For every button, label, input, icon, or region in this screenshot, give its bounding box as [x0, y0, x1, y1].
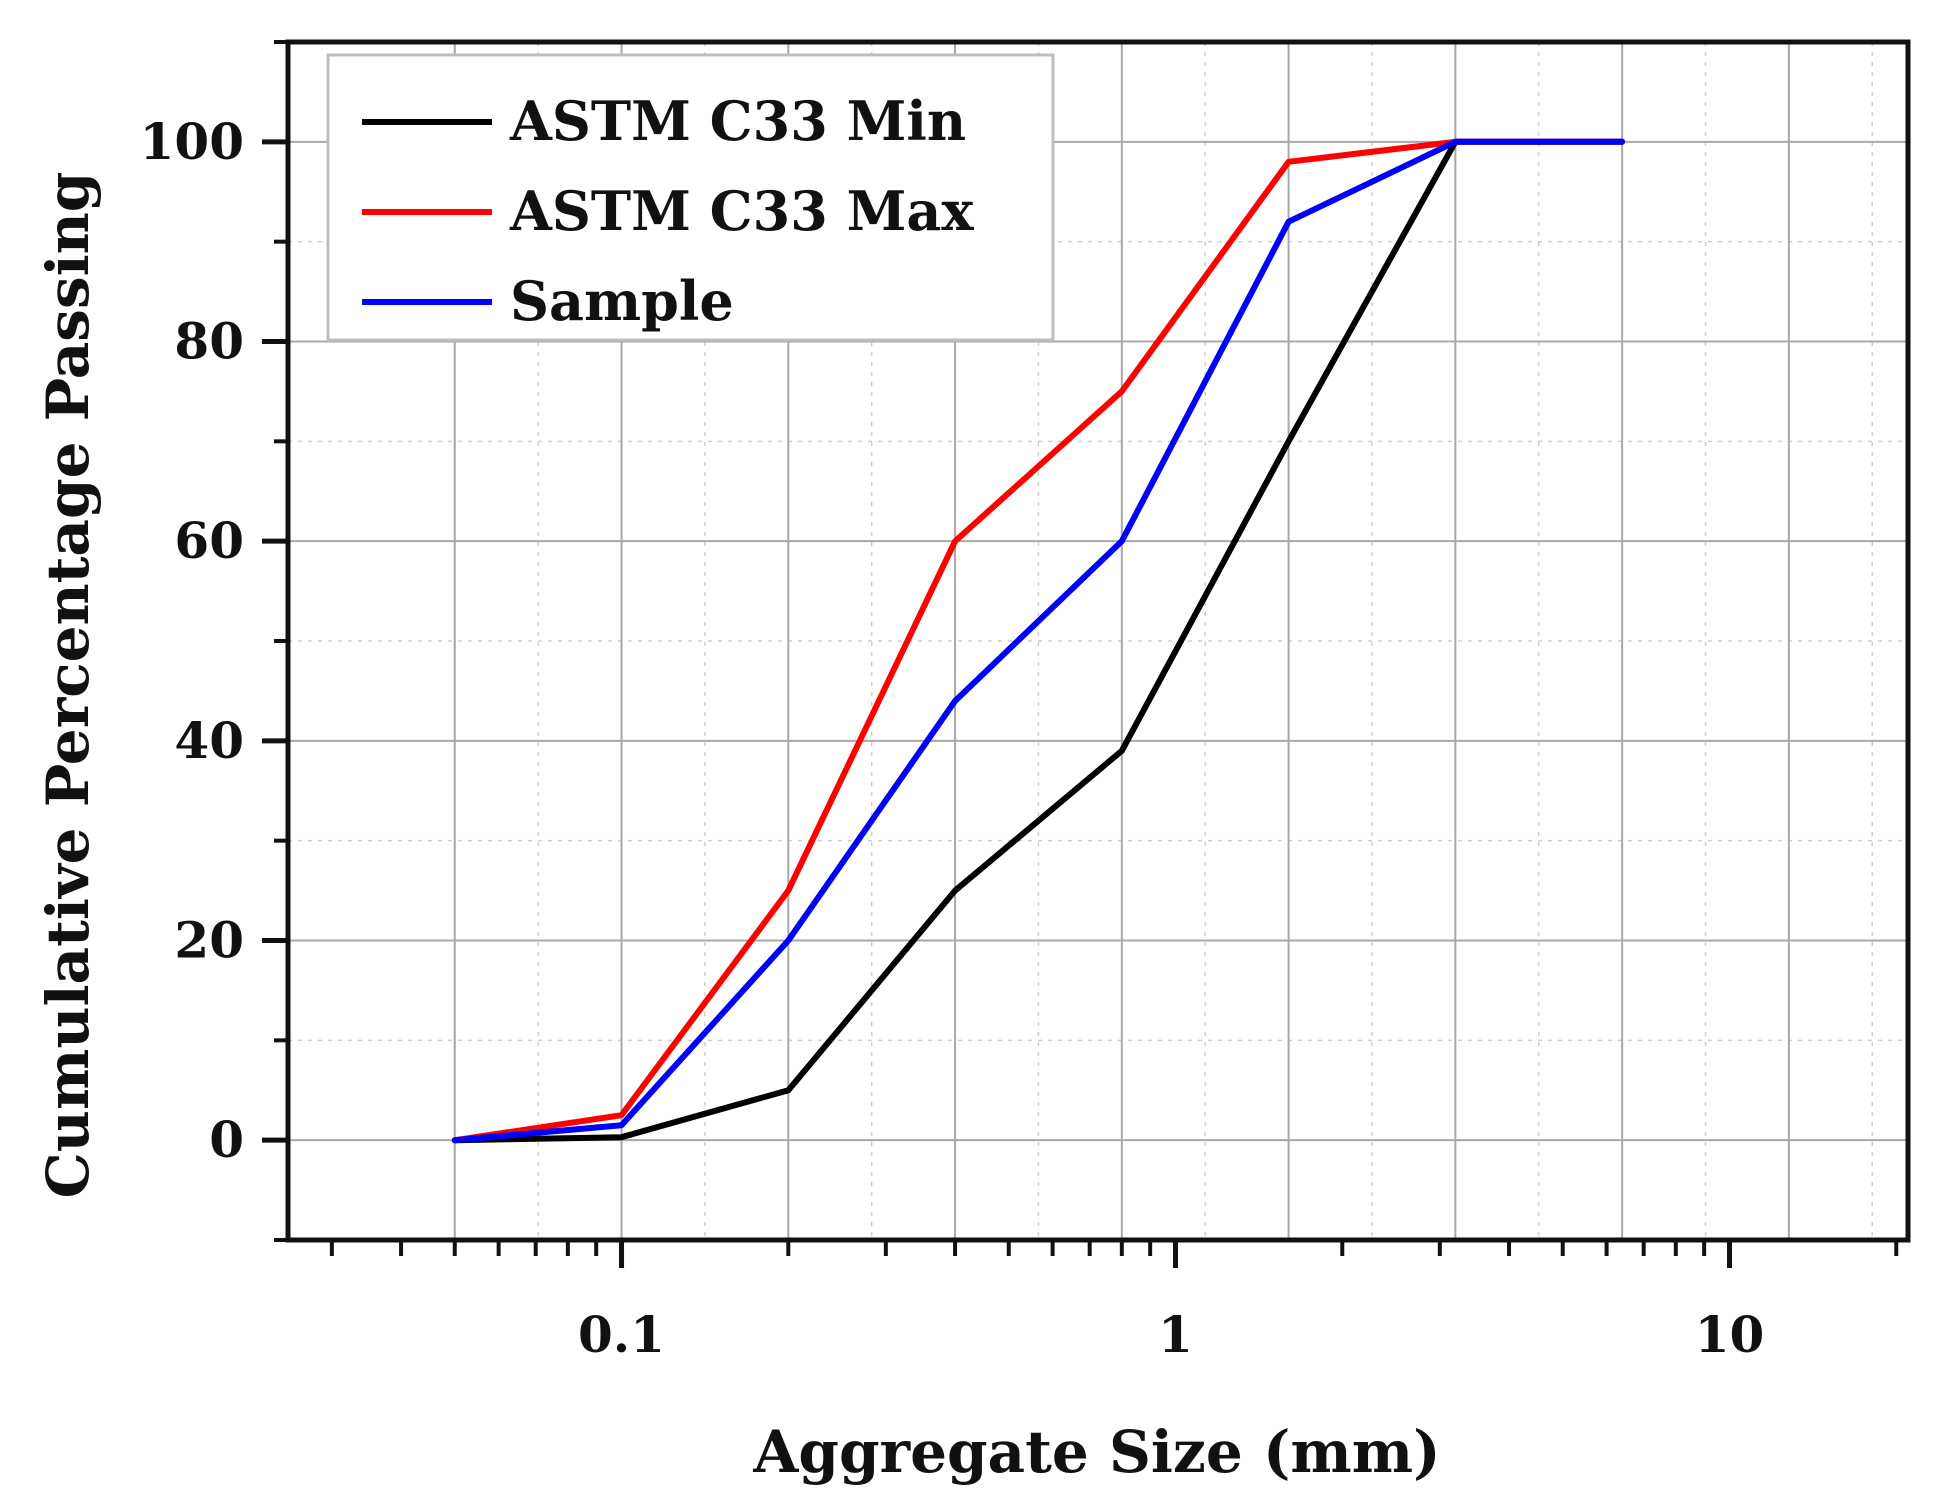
legend-box	[326, 53, 1055, 342]
legend-label-sample: Sample	[510, 269, 734, 333]
x-tick-label: 0.1	[578, 1305, 665, 1364]
legend-label-min: ASTM C33 Min	[509, 89, 966, 153]
y-tick-label: 100	[140, 112, 244, 171]
y-tick-label: 60	[174, 511, 244, 570]
x-tick-label: 1	[1158, 1305, 1193, 1364]
axis-ticks	[262, 40, 1899, 1268]
y-tick-label: 80	[174, 312, 244, 371]
x-tick-label: 10	[1695, 1305, 1765, 1364]
x-axis-label: Aggregate Size (mm)	[752, 1418, 1440, 1486]
legend-label-max: ASTM C33 Max	[509, 179, 974, 243]
y-tick-label: 0	[209, 1110, 244, 1169]
series-line-astm-max	[451, 138, 1626, 1144]
legend: ASTM C33 Min ASTM C33 Max Sample	[326, 53, 1055, 342]
y-axis-label: Cumulative Percentage Passing	[34, 172, 102, 1199]
y-tick-label: 20	[174, 911, 244, 970]
y-tick-label: 40	[174, 711, 244, 770]
series-line-sample	[451, 138, 1626, 1144]
series-layer	[451, 138, 1626, 1144]
series-line-astm-min	[451, 138, 1626, 1144]
